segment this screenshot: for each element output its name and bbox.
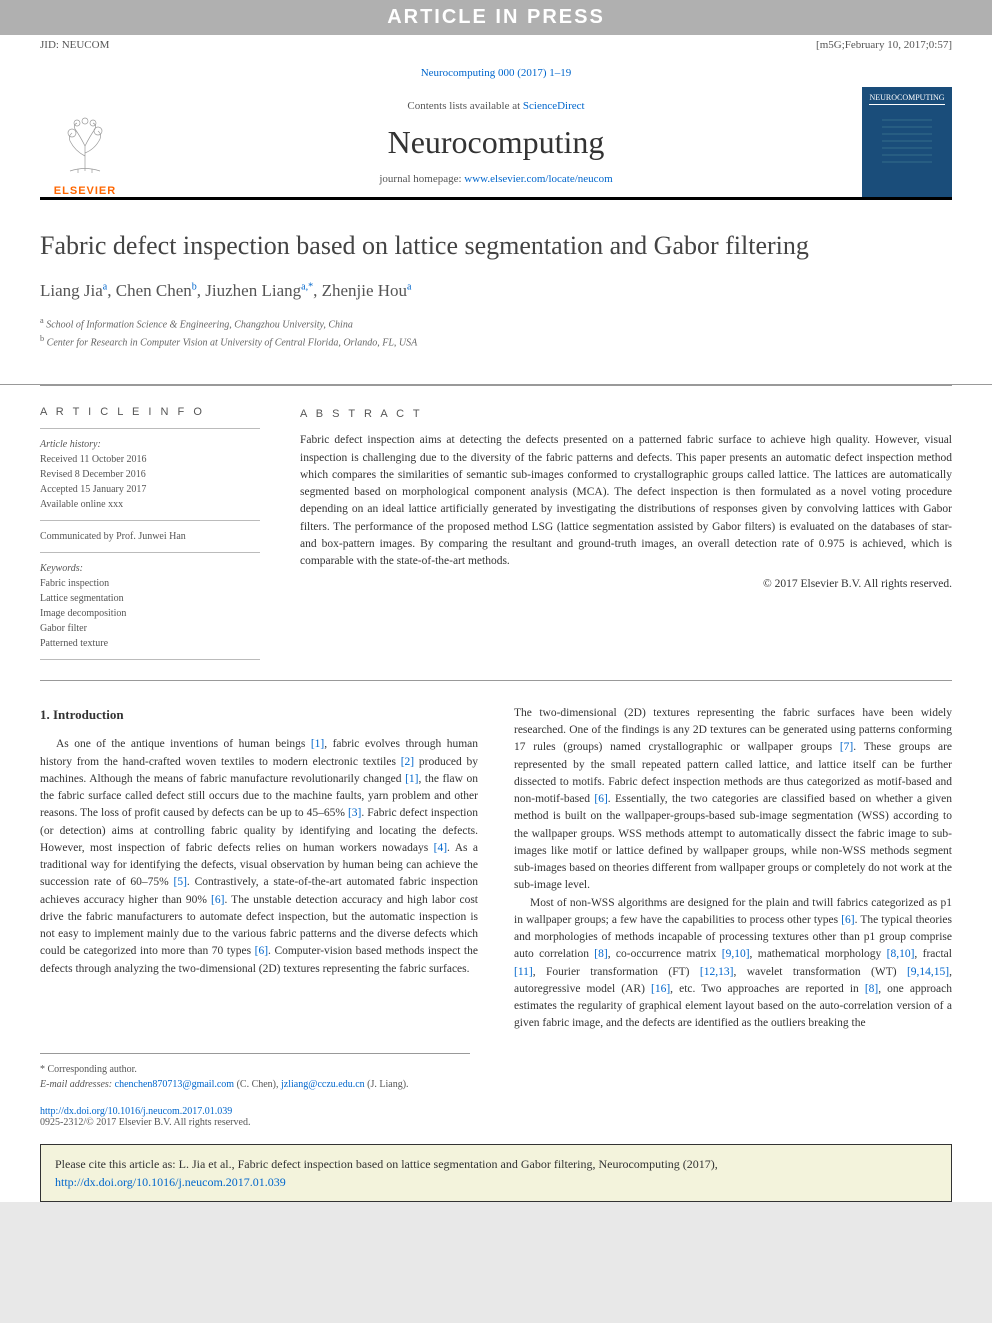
intro-para-2: The two-dimensional (2D) textures repres… — [514, 705, 952, 895]
email-prefix: E-mail addresses: — [40, 1079, 115, 1090]
column-left: 1. Introduction As one of the antique in… — [40, 705, 478, 1033]
article-info-column: A R T I C L E I N F O Article history: R… — [40, 406, 260, 660]
online-date: Available online xxx — [40, 499, 123, 510]
received-date: Received 11 October 2016 — [40, 454, 147, 465]
article-title: Fabric defect inspection based on lattic… — [40, 230, 952, 261]
page-wrapper: ARTICLE IN PRESS JID: NEUCOM [m5G;Februa… — [0, 0, 992, 1202]
body-columns: 1. Introduction As one of the antique in… — [40, 680, 952, 1043]
history-block: Article history: Received 11 October 201… — [40, 428, 260, 520]
contents-prefix: Contents lists available at — [407, 100, 522, 112]
journal-name: Neurocomputing — [150, 124, 842, 161]
press-watermark: ARTICLE IN PRESS — [0, 0, 992, 35]
journal-cover-thumbnail: NEUROCOMPUTING — [862, 87, 952, 197]
email-1-name: (C. Chen), — [234, 1079, 281, 1090]
accepted-date: Accepted 15 January 2017 — [40, 484, 146, 495]
abstract-column: A B S T R A C T Fabric defect inspection… — [300, 406, 952, 660]
article-header: Fabric defect inspection based on lattic… — [0, 200, 992, 385]
cite-doi-link[interactable]: http://dx.doi.org/10.1016/j.neucom.2017.… — [55, 1175, 286, 1189]
keywords-label: Keywords: — [40, 563, 83, 574]
intro-para-1: As one of the antique inventions of huma… — [40, 736, 478, 978]
intro-heading: 1. Introduction — [40, 705, 478, 725]
info-heading: A R T I C L E I N F O — [40, 406, 260, 418]
abstract-text: Fabric defect inspection aims at detecti… — [300, 432, 952, 570]
keywords-list: Fabric inspectionLattice segmentationIma… — [40, 578, 126, 649]
cite-text: Please cite this article as: L. Jia et a… — [55, 1157, 718, 1171]
copyright-line: © 2017 Elsevier B.V. All rights reserved… — [300, 576, 952, 593]
masthead-center: Contents lists available at ScienceDirec… — [150, 100, 842, 185]
jid-row: JID: NEUCOM [m5G;February 10, 2017;0:57] — [0, 35, 992, 55]
affiliation-list: a School of Information Science & Engine… — [40, 315, 952, 350]
homepage-prefix: journal homepage: — [379, 173, 464, 185]
cover-title: NEUROCOMPUTING — [869, 93, 944, 105]
elsevier-tree-icon — [50, 111, 120, 181]
elsevier-wordmark: ELSEVIER — [54, 185, 116, 197]
revised-date: Revised 8 December 2016 — [40, 469, 146, 480]
email-2-name: (J. Liang). — [365, 1079, 409, 1090]
email-1[interactable]: chenchen870713@gmail.com — [115, 1079, 234, 1090]
column-right: The two-dimensional (2D) textures repres… — [514, 705, 952, 1033]
datestamp: [m5G;February 10, 2017;0:57] — [816, 39, 952, 51]
history-label: Article history: — [40, 439, 101, 450]
abstract-heading: A B S T R A C T — [300, 406, 952, 423]
footnotes: * Corresponding author. E-mail addresses… — [40, 1053, 470, 1100]
cite-box: Please cite this article as: L. Jia et a… — [40, 1144, 952, 1202]
sciencedirect-link[interactable]: ScienceDirect — [523, 100, 585, 112]
doi-link[interactable]: http://dx.doi.org/10.1016/j.neucom.2017.… — [40, 1106, 232, 1117]
contents-line: Contents lists available at ScienceDirec… — [150, 100, 842, 112]
corresponding-author: * Corresponding author. — [40, 1062, 470, 1077]
email-line: E-mail addresses: chenchen870713@gmail.c… — [40, 1077, 470, 1092]
email-2[interactable]: jzliang@cczu.edu.cn — [281, 1079, 365, 1090]
jid-code: JID: NEUCOM — [40, 39, 109, 51]
author-list: Liang Jiaa, Chen Chenb, Jiuzhen Lianga,*… — [40, 281, 952, 301]
homepage-line: journal homepage: www.elsevier.com/locat… — [150, 173, 842, 185]
citation-link[interactable]: Neurocomputing 000 (2017) 1–19 — [421, 67, 572, 79]
publisher-logo: ELSEVIER — [40, 87, 130, 197]
running-citation: Neurocomputing 000 (2017) 1–19 — [0, 55, 992, 87]
communicated-by: Communicated by Prof. Junwei Han — [40, 531, 186, 542]
communicated-block: Communicated by Prof. Junwei Han — [40, 520, 260, 552]
meta-row: A R T I C L E I N F O Article history: R… — [40, 385, 952, 680]
homepage-link[interactable]: www.elsevier.com/locate/neucom — [464, 173, 612, 185]
doi-block: http://dx.doi.org/10.1016/j.neucom.2017.… — [40, 1106, 952, 1128]
issn-line: 0925-2312/© 2017 Elsevier B.V. All right… — [40, 1117, 250, 1128]
keywords-block: Keywords: Fabric inspectionLattice segme… — [40, 552, 260, 660]
journal-masthead: ELSEVIER Contents lists available at Sci… — [40, 87, 952, 200]
intro-para-3: Most of non-WSS algorithms are designed … — [514, 895, 952, 1033]
